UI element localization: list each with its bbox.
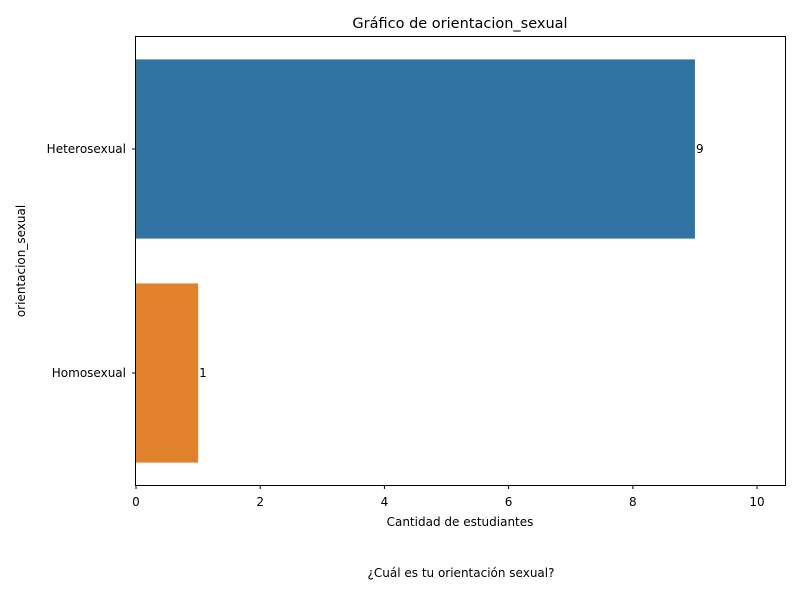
y-axis-label: orientacion_sexual xyxy=(14,205,28,317)
bar-homosexual xyxy=(136,283,199,463)
x-tick-label: 6 xyxy=(505,495,513,509)
chart-caption: ¿Cuál es tu orientación sexual? xyxy=(367,566,555,580)
x-axis-label: Cantidad de estudiantes xyxy=(387,515,534,529)
plot-frame xyxy=(135,36,786,486)
x-axis-ticks: 0 2 4 6 8 10 xyxy=(132,485,765,509)
bars-group xyxy=(136,59,695,463)
y-tick-label: Homosexual xyxy=(52,366,126,380)
y-tick-label: Heterosexual xyxy=(47,142,126,156)
x-tick-label: 10 xyxy=(749,495,764,509)
x-tick-label: 2 xyxy=(256,495,264,509)
bar-value-label: 1 xyxy=(199,366,207,380)
x-tick-label: 4 xyxy=(381,495,389,509)
bar-labels-group: 91 xyxy=(199,142,703,380)
chart-title: Gráfico de orientacion_sexual xyxy=(352,16,567,32)
x-tick-label: 8 xyxy=(629,495,637,509)
x-tick-label: 0 xyxy=(132,495,140,509)
bar-heterosexual xyxy=(136,59,695,239)
bar-value-label: 9 xyxy=(696,142,704,156)
y-axis-ticks: Heterosexual Homosexual xyxy=(47,142,136,380)
